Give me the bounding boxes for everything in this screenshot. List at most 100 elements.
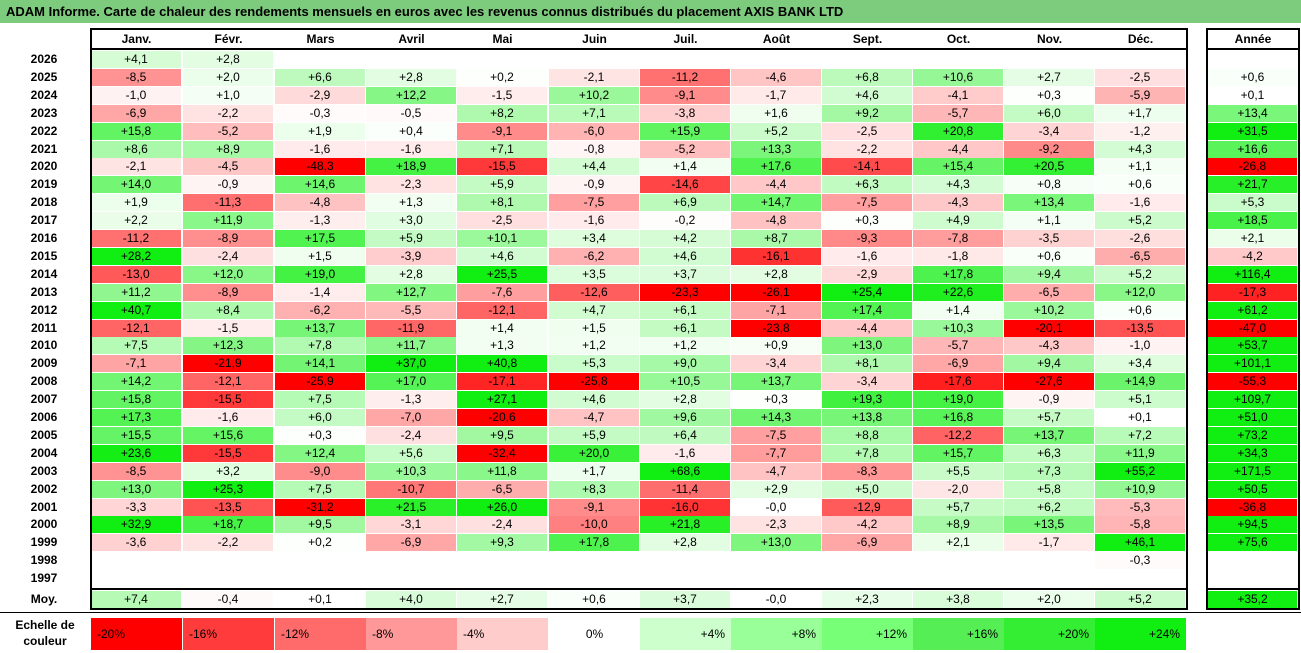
heatmap-cell: +9,5 [457, 426, 548, 444]
heatmap-cell: -11,2 [91, 230, 182, 247]
annual-cell [1208, 51, 1298, 68]
year-label: 2021 [30, 141, 58, 156]
month-header: Avril [398, 32, 425, 46]
year-label: 2009 [30, 356, 58, 371]
heatmap-cell: +1,4 [640, 158, 731, 176]
heatmap-cell: -3,1 [366, 516, 457, 534]
heatmap-cell: -1,5 [457, 86, 548, 104]
month-header: Févr. [214, 32, 243, 46]
heatmap-cell: -7,8 [913, 230, 1004, 247]
annual-border-bottom [1207, 608, 1299, 610]
heatmap-cell: +1,2 [640, 337, 731, 355]
grid-border-right [1186, 28, 1188, 610]
year-label: 1999 [30, 535, 58, 550]
average-annual-cell: +35,2 [1208, 591, 1298, 608]
year-label: 2016 [30, 231, 58, 245]
heatmap-cell [640, 51, 731, 68]
heatmap-cell: +8,9 [183, 140, 274, 158]
heatmap-cell: -2,4 [457, 516, 548, 534]
heatmap-cell [731, 552, 822, 570]
heatmap-cell: +1,5 [275, 247, 366, 265]
heatmap-cell: +2,8 [366, 68, 457, 86]
annual-cell: +73,2 [1208, 426, 1298, 444]
heatmap-cell: -3,6 [91, 534, 182, 552]
heatmap-cell [91, 570, 182, 588]
average-cell: +2,3 [822, 591, 913, 608]
heatmap-cell: +6,4 [640, 426, 731, 444]
heatmap-cell: +7,5 [91, 337, 182, 355]
heatmap-cell: +1,7 [1095, 104, 1186, 122]
grid-border-left [90, 28, 92, 610]
heatmap-cell: +5,8 [1004, 480, 1095, 498]
heatmap-cell: +5,2 [1095, 212, 1186, 230]
heatmap-cell: -1,6 [549, 212, 640, 230]
heatmap-cell: -5,9 [1095, 86, 1186, 104]
color-scale-swatch: +20% [1004, 618, 1095, 650]
heatmap-cell: -11,4 [640, 480, 731, 498]
heatmap-cell: -9,0 [275, 462, 366, 480]
heatmap-cell: +18,7 [183, 516, 274, 534]
heatmap-cell: +8,1 [822, 355, 913, 373]
year-label: 1998 [30, 553, 58, 568]
month-header: Mai [492, 32, 513, 46]
heatmap-cell: +13,7 [731, 373, 822, 391]
heatmap-cell: +15,9 [640, 122, 731, 140]
heatmap-cell: +3,5 [549, 265, 640, 283]
heatmap-cell: +40,7 [91, 301, 182, 319]
heatmap-cell: +3,7 [640, 265, 731, 283]
heatmap-cell: -12,1 [457, 301, 548, 319]
heatmap-cell [366, 51, 457, 68]
heatmap-cell: +12,3 [183, 337, 274, 355]
heatmap-cell: +13,0 [731, 534, 822, 552]
heatmap-cell [913, 51, 1004, 68]
heatmap-cell [913, 552, 1004, 570]
heatmap-cell: +4,1 [91, 51, 182, 68]
heatmap-cell: +5,1 [1095, 391, 1186, 409]
color-scale-swatch: -8% [366, 618, 457, 650]
heatmap-cell: -15,5 [183, 391, 274, 409]
heatmap-cell: +19,0 [275, 265, 366, 283]
heatmap-cell: -5,2 [183, 122, 274, 140]
heatmap-cell: -4,7 [731, 462, 822, 480]
heatmap-cell: +2,8 [640, 534, 731, 552]
month-header: Janv. [121, 32, 152, 46]
heatmap-cell: +5,7 [1004, 409, 1095, 426]
heatmap-cell: +12,7 [366, 283, 457, 301]
heatmap-cell: -2,2 [822, 140, 913, 158]
heatmap-cell: -12,6 [549, 283, 640, 301]
heatmap-cell [183, 570, 274, 588]
average-cell: +3,7 [640, 591, 731, 608]
heatmap-cell: -2,5 [457, 212, 548, 230]
heatmap-cell: -4,6 [731, 68, 822, 86]
heatmap-cell: +20,5 [1004, 158, 1095, 176]
annual-cell [1208, 552, 1298, 570]
year-label: 2017 [30, 213, 58, 228]
heatmap-cell [822, 51, 913, 68]
heatmap-cell [822, 552, 913, 570]
month-header: Août [762, 32, 791, 46]
heatmap-cell: -32,4 [457, 444, 548, 462]
heatmap-cell: -16,1 [731, 247, 822, 265]
heatmap-cell: -2,5 [1095, 68, 1186, 86]
annual-cell: +116,4 [1208, 265, 1298, 283]
heatmap-cell: +7,3 [1004, 462, 1095, 480]
heatmap-cell: +15,4 [913, 158, 1004, 176]
heatmap-cell: +40,8 [457, 355, 548, 373]
heatmap-cell: +6,3 [1004, 444, 1095, 462]
heatmap-cell: +13,0 [822, 337, 913, 355]
annual-cell: -47,0 [1208, 319, 1298, 337]
heatmap-cell: +7,8 [822, 444, 913, 462]
heatmap-cell: -3,8 [640, 104, 731, 122]
annual-cell: +31,5 [1208, 122, 1298, 140]
heatmap-cell: -3,4 [822, 373, 913, 391]
heatmap-cell: +1,1 [1095, 158, 1186, 176]
heatmap-cell: -2,6 [1095, 230, 1186, 247]
heatmap-cell [1004, 570, 1095, 588]
year-label: 2001 [30, 499, 58, 514]
heatmap-cell: +12,0 [1095, 283, 1186, 301]
heatmap-cell: +4,4 [549, 158, 640, 176]
heatmap-cell [822, 570, 913, 588]
heatmap-cell [457, 552, 548, 570]
heatmap-cell: -1,6 [183, 409, 274, 426]
heatmap-cell: -4,4 [822, 319, 913, 337]
